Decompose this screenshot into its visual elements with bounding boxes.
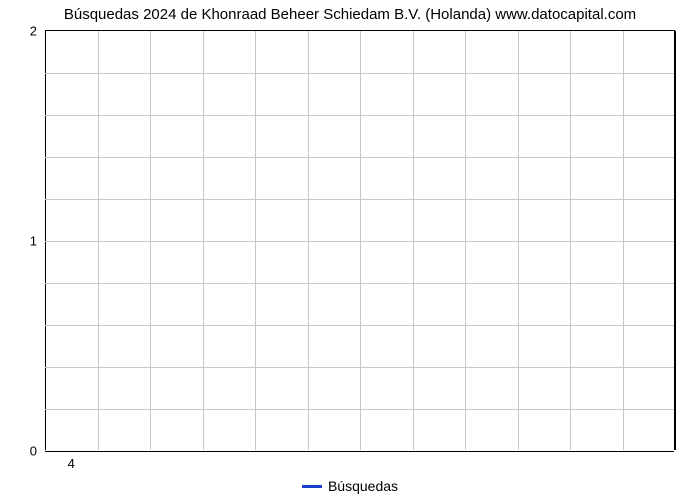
legend-item: Búsquedas — [302, 478, 398, 494]
grid-line-h — [45, 409, 674, 410]
grid-line-h — [45, 367, 674, 368]
legend-swatch — [302, 485, 322, 488]
chart-title: Búsquedas 2024 de Khonraad Beheer Schied… — [0, 6, 700, 23]
y-tick-label: 2 — [30, 24, 45, 39]
grid-line-h — [45, 451, 674, 452]
y-tick-label: 0 — [30, 444, 45, 459]
x-tick-label: 4 — [68, 450, 75, 471]
chart-container: Búsquedas 2024 de Khonraad Beheer Schied… — [0, 0, 700, 500]
grid-line-h — [45, 115, 674, 116]
grid-line-h — [45, 199, 674, 200]
grid-line-h — [45, 325, 674, 326]
grid-line-v — [675, 31, 676, 450]
chart-plot-area: 0124 — [45, 30, 675, 450]
grid-line-h — [45, 157, 674, 158]
legend-label: Búsquedas — [328, 478, 398, 494]
grid-line-h — [45, 241, 674, 242]
chart-legend: Búsquedas — [0, 475, 700, 495]
grid-line-h — [45, 73, 674, 74]
y-tick-label: 1 — [30, 234, 45, 249]
grid-line-h — [45, 283, 674, 284]
